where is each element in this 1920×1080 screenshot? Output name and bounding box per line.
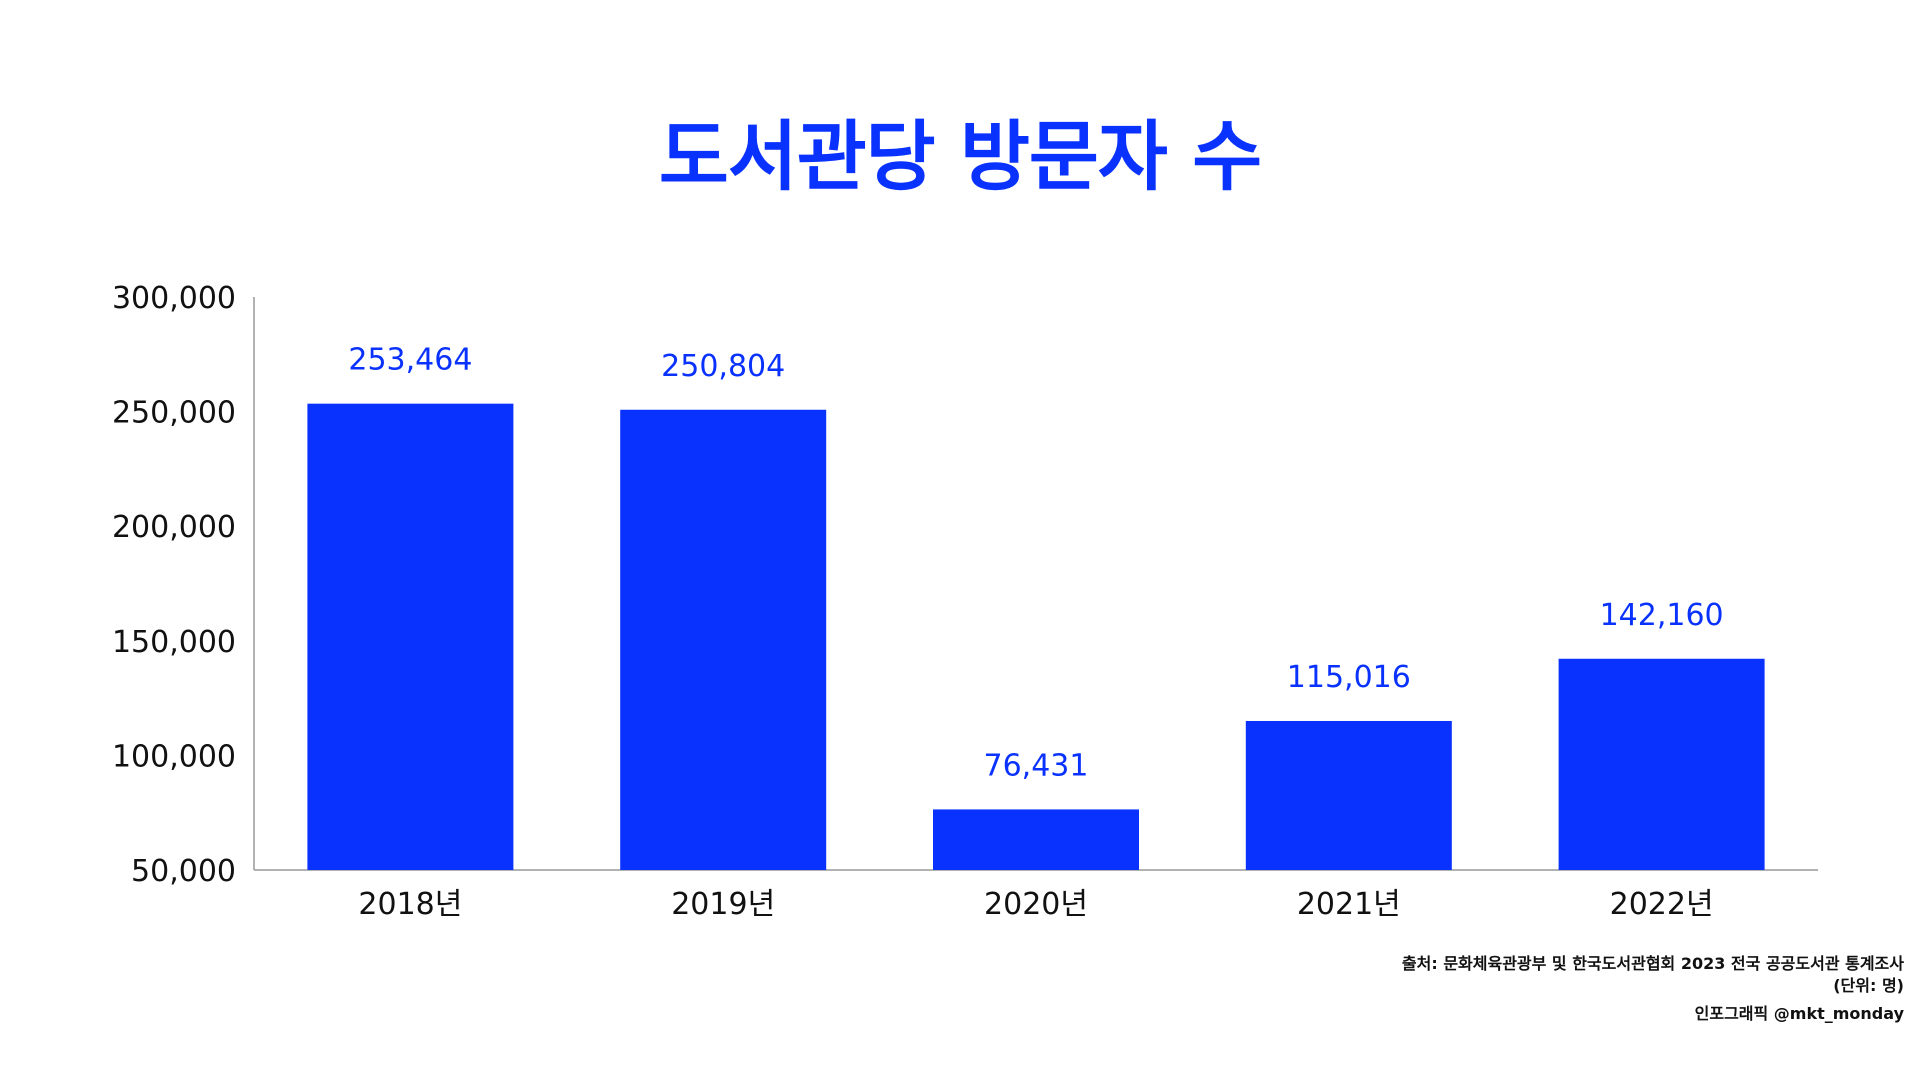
bars [307,403,1765,870]
data-label: 250,804 [661,349,785,384]
data-label: 253,464 [348,343,472,378]
y-tick-label: 200,000 [112,510,236,545]
y-tick-label: 100,000 [112,739,236,774]
unit-note: (단위: 명) [1833,976,1904,995]
x-tick-label: 2018년 [358,887,462,922]
bar [1245,720,1452,870]
y-tick-label: 150,000 [112,625,236,660]
data-labels: 253,464 250,804 76,431 115,016 142,160 [348,343,1723,784]
data-label: 142,160 [1600,598,1724,633]
y-tick-label: 250,000 [112,396,236,431]
data-label: 115,016 [1287,660,1411,695]
y-tick-label: 300,000 [112,281,236,316]
x-tick-label: 2020년 [984,887,1088,922]
x-tick-label: 2022년 [1610,887,1714,922]
bar [620,409,827,870]
y-tick-label: 50,000 [131,854,236,889]
bar [307,403,514,870]
data-label: 76,431 [984,748,1089,783]
source-note: 출처: 문화체육관광부 및 한국도서관협회 2023 전국 공공도서관 통계조사 [1401,954,1904,973]
x-tick-label: 2021년 [1297,887,1401,922]
credit-note: 인포그래픽 @mkt_monday [1694,1004,1904,1023]
x-tick-label: 2019년 [671,887,775,922]
x-axis: 2018년 2019년 2020년 2021년 2022년 [254,869,1818,922]
bar [933,809,1139,870]
chart-title: 도서관당 방문자 수 [658,112,1262,201]
bar [1558,658,1765,870]
y-axis: 50,000 100,000 150,000 200,000 250,000 300,00… [112,281,255,889]
